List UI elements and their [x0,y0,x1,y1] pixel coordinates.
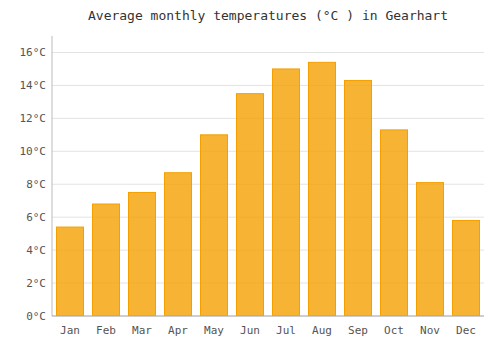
bar [417,183,444,316]
bar [309,62,336,316]
bar [453,220,480,316]
bar [381,130,408,316]
y-tick-label: 8°C [26,178,46,191]
y-tick-label: 6°C [26,211,46,224]
y-tick-label: 0°C [26,310,46,323]
x-tick-label: Apr [168,324,188,337]
x-tick-label: Oct [384,324,404,337]
y-tick-label: 14°C [20,79,47,92]
bar [165,173,192,316]
bars [57,62,480,316]
bar [273,69,300,316]
y-tick-label: 12°C [20,112,47,125]
bar [129,192,156,316]
bar [237,94,264,316]
grid-line [52,316,484,317]
x-tick-label: Jan [60,324,80,337]
x-axis-line [52,316,484,317]
grid-line [52,151,484,152]
title: Average monthly temperatures (°C ) in Ge… [88,8,448,23]
bar [93,204,120,316]
x-tick-label: May [204,324,224,337]
grid-line [52,118,484,119]
y-tick-label: 2°C [26,277,46,290]
y-tick-label: 10°C [20,145,47,158]
x-tick-label: Nov [420,324,440,337]
x-tick-label: Jun [240,324,260,337]
grid-line [52,52,484,53]
x-tick-label: Feb [96,324,116,337]
x-tick-label: Dec [456,324,476,337]
bar [345,80,372,316]
x-tick-label: Mar [132,324,152,337]
x-tick-label: Sep [348,324,368,337]
chart-container: Average monthly temperatures (°C ) in Ge… [0,0,500,350]
y-tick-label: 4°C [26,244,46,257]
x-tick-label: Jul [276,324,296,337]
grid [52,52,484,316]
bar [201,135,228,316]
x-tick-label: Aug [312,324,332,337]
chart-svg: Average monthly temperatures (°C ) in Ge… [0,0,500,350]
y-axis-line [52,36,53,316]
bar [57,227,84,316]
grid-line [52,85,484,86]
y-tick-label: 16°C [20,46,47,59]
